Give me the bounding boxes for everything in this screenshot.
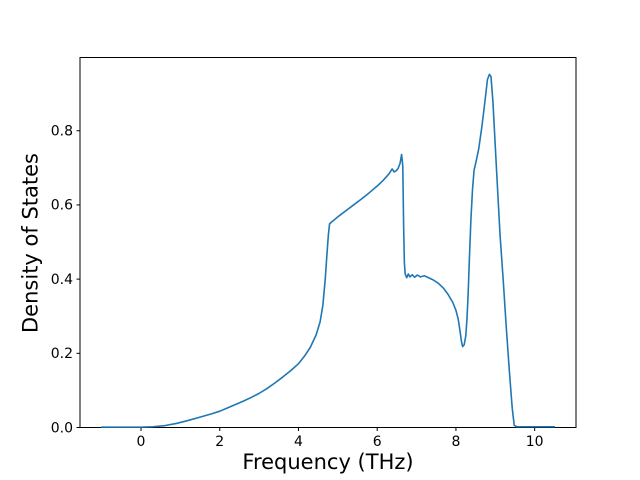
- y-tick-label: 0.4: [51, 272, 73, 288]
- x-tick-label: 0: [137, 434, 146, 450]
- x-tick-label: 10: [526, 434, 544, 450]
- y-axis-label: Density of States: [18, 153, 43, 333]
- plot-frame: [79, 57, 577, 428]
- x-tick-label: 6: [373, 434, 382, 450]
- y-tick-label: 0.6: [51, 198, 73, 214]
- x-tick-label: 8: [451, 434, 460, 450]
- x-tick-label: 2: [215, 434, 224, 450]
- y-tick-label: 0.8: [51, 124, 73, 140]
- y-tick-label: 0.0: [51, 420, 73, 436]
- dos-curve: [100, 73, 556, 428]
- x-tick-label: 4: [294, 434, 303, 450]
- y-tick-label: 0.2: [51, 346, 73, 362]
- x-axis-label: Frequency (THz): [242, 450, 414, 474]
